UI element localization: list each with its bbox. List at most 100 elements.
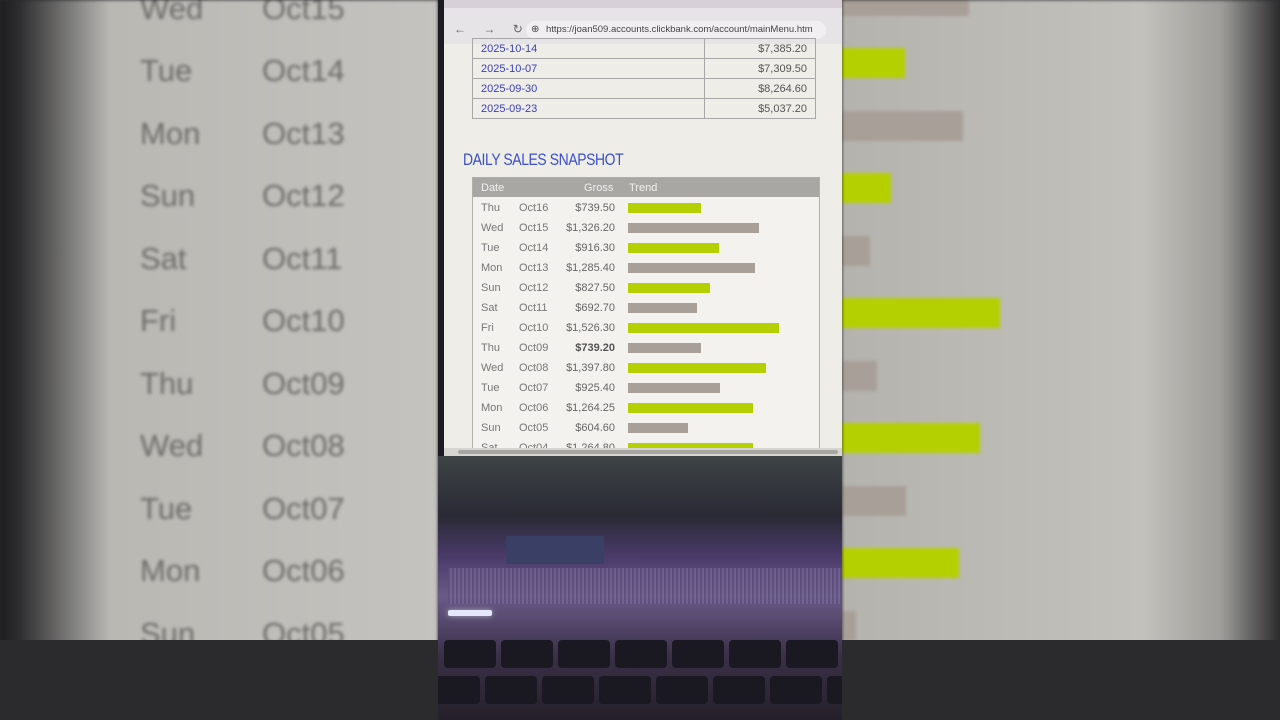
blurred-date: Oct09 — [262, 365, 345, 401]
day-cell: Sat — [481, 442, 498, 449]
blurred-day: Tue — [140, 53, 193, 88]
table-row: Wed Oct15 $1,326.20 — [473, 218, 819, 238]
trend-bar — [628, 243, 719, 253]
site-info-icon[interactable]: ⊕ — [531, 24, 540, 35]
gross-cell: $739.20 — [575, 342, 615, 354]
power-indicator-light — [448, 610, 492, 616]
blurred-row: Tue Oct14 — [140, 53, 345, 89]
date-cell: Oct05 — [519, 422, 549, 434]
blurred-date: Oct08 — [262, 428, 345, 463]
trend-bar — [628, 283, 710, 293]
week-date-link[interactable]: 2025-10-07 — [472, 58, 705, 79]
day-cell: Sat — [481, 302, 498, 314]
keyboard-key — [438, 676, 480, 704]
gross-cell: $1,264.25 — [566, 402, 615, 414]
table-row: 2025-10-14 $7,385.20 — [472, 38, 816, 59]
gross-cell: $1,397.80 — [566, 362, 615, 374]
blurred-day: Sat — [140, 240, 187, 276]
day-cell: Thu — [481, 202, 500, 214]
back-icon[interactable]: ← — [454, 22, 466, 36]
tab-strip[interactable] — [444, 0, 842, 8]
table-row: Thu Oct16 $739.50 — [473, 198, 819, 218]
blurred-bar — [842, 48, 905, 78]
blurred-day: Mon — [140, 553, 201, 588]
gross-cell: $1,526.30 — [566, 322, 615, 334]
date-cell: Oct10 — [519, 322, 549, 334]
trend-bar — [628, 423, 688, 433]
blurred-date: Oct07 — [262, 490, 345, 526]
gross-cell: $1,326.20 — [566, 222, 615, 234]
blurred-bar — [842, 485, 907, 516]
blurred-bar — [842, 548, 960, 578]
scrollbar-thumb[interactable] — [458, 450, 838, 454]
keyboard-key — [827, 676, 842, 704]
trend-bar — [628, 323, 780, 333]
blurred-date: Oct11 — [262, 240, 343, 276]
table-row: Tue Oct14 $916.30 — [473, 238, 819, 258]
blurred-date: Oct12 — [262, 178, 345, 213]
table-row: Thu Oct09 $739.20 — [473, 338, 819, 358]
gross-cell: $739.50 — [575, 202, 615, 214]
blurred-row: Wed Oct15 — [140, 0, 345, 27]
week-amount: $7,309.50 — [704, 58, 816, 79]
table-row: Mon Oct06 $1,264.25 — [473, 398, 819, 418]
speaker-grille — [448, 568, 842, 604]
day-cell: Mon — [481, 402, 503, 414]
horizontal-scrollbar[interactable] — [444, 448, 842, 456]
trend-bar — [628, 383, 720, 393]
week-date-link[interactable]: 2025-09-23 — [472, 98, 705, 119]
blurred-row: Sun Oct12 — [140, 178, 345, 214]
date-cell: Oct07 — [519, 382, 549, 394]
day-cell: Wed — [481, 222, 504, 234]
blurred-background-left: ThuOct16WedOct15TueOct14MonOct13SunOct12… — [0, 0, 438, 720]
forward-icon[interactable]: → — [483, 22, 496, 36]
date-cell: Oct09 — [519, 342, 549, 354]
page-title: DAILY SALES SNAPSHOT — [463, 150, 624, 169]
webcam-hinge — [506, 536, 604, 564]
keyboard-key — [729, 640, 781, 668]
table-row: Sun Oct12 $827.50 — [473, 278, 819, 298]
table-row: 2025-09-23 $5,037.20 — [472, 98, 816, 119]
week-date-link[interactable]: 2025-09-30 — [472, 78, 705, 99]
blurred-background-right — [842, 0, 1280, 720]
url-input[interactable]: ⊕ https://joan509.accounts.clickbank.com… — [526, 21, 826, 39]
week-amount: $7,385.20 — [704, 38, 816, 59]
keyboard-key — [485, 676, 537, 704]
date-cell: Oct11 — [519, 302, 548, 314]
day-cell: Mon — [481, 262, 503, 274]
week-amount: $8,264.60 — [704, 78, 816, 99]
blurred-row: Tue Oct07 — [140, 491, 345, 527]
day-cell: Tue — [481, 242, 500, 254]
blurred-row: Sat Oct11 — [140, 241, 342, 277]
week-date-link[interactable]: 2025-10-14 — [472, 38, 705, 59]
gross-cell: $1,264.80 — [566, 442, 615, 449]
day-cell: Thu — [481, 342, 500, 354]
trend-bar — [628, 303, 697, 313]
date-cell: Oct16 — [519, 202, 549, 214]
keyboard-key — [501, 640, 553, 668]
keyboard-key — [786, 640, 838, 668]
date-cell: Oct15 — [519, 222, 549, 234]
trend-bar — [628, 343, 702, 353]
week-amount: $5,037.20 — [704, 98, 816, 119]
table-row: Sat Oct04 $1,264.80 — [473, 438, 819, 449]
date-cell: Oct06 — [519, 402, 549, 414]
table-row: Mon Oct13 $1,285.40 — [473, 258, 819, 278]
trend-bar — [628, 203, 702, 213]
table-row: Sat Oct11 $692.70 — [473, 298, 819, 318]
blurred-bar — [842, 235, 871, 266]
header-gross: Gross — [584, 182, 614, 194]
blurred-row: Thu Oct09 — [140, 366, 345, 402]
day-cell: Wed — [481, 362, 504, 374]
blurred-date: Oct15 — [262, 0, 345, 26]
trend-bar — [628, 263, 756, 273]
header-date: Date — [481, 182, 505, 194]
table-row: 2025-10-07 $7,309.50 — [472, 58, 816, 79]
blurred-date: Oct06 — [262, 553, 345, 588]
keyboard-key — [713, 676, 765, 704]
keyboard-key — [615, 640, 667, 668]
table-row: Wed Oct08 $1,397.80 — [473, 358, 819, 378]
blurred-row: Mon Oct06 — [140, 553, 345, 589]
reload-icon[interactable]: ↻ — [512, 22, 523, 36]
blurred-row: Wed Oct08 — [140, 428, 345, 464]
